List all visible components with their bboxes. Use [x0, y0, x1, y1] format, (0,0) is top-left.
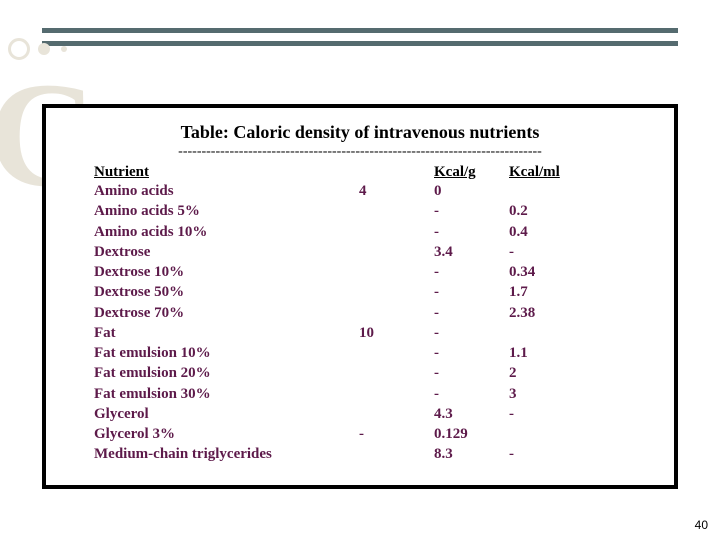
table-row: 1.7 — [509, 282, 579, 302]
table-row: - — [509, 444, 579, 464]
table-rows: Amino acids40Amino acids 5%-0.2Amino aci… — [94, 181, 644, 465]
table-row: - — [509, 242, 579, 262]
table-row — [359, 444, 434, 464]
table-row: 3 — [509, 384, 579, 404]
table-row — [359, 384, 434, 404]
table-row: - — [434, 323, 509, 343]
table-row — [509, 323, 579, 343]
table-row: Amino acids — [94, 181, 359, 201]
table-row: 3.4 — [434, 242, 509, 262]
table-row: Amino acids 5% — [94, 201, 359, 221]
table-row: Dextrose — [94, 242, 359, 262]
table-row: Dextrose 50% — [94, 282, 359, 302]
table-row: - — [359, 424, 434, 444]
table-row: 4 — [359, 181, 434, 201]
table-row: Fat — [94, 323, 359, 343]
table-row — [359, 242, 434, 262]
table-row: 1.1 — [509, 343, 579, 363]
table-row — [359, 201, 434, 221]
table-row — [359, 404, 434, 424]
table-row — [509, 181, 579, 201]
table-row: - — [434, 262, 509, 282]
table-title: Table: Caloric density of intravenous nu… — [76, 122, 644, 143]
table-row: 8.3 — [434, 444, 509, 464]
table-row: 2.38 — [509, 303, 579, 323]
table-row: - — [434, 303, 509, 323]
table-row: 10 — [359, 323, 434, 343]
header-mid — [359, 164, 434, 181]
table-row: - — [434, 282, 509, 302]
table-row — [359, 262, 434, 282]
table-row: Fat emulsion 20% — [94, 363, 359, 383]
content-box: Table: Caloric density of intravenous nu… — [42, 104, 678, 489]
table-row: Fat emulsion 30% — [94, 384, 359, 404]
table-row — [359, 363, 434, 383]
dotted-separator: ----------------------------------------… — [76, 144, 644, 160]
table-row: 4.3 — [434, 404, 509, 424]
table-row: Dextrose 10% — [94, 262, 359, 282]
table-row: Dextrose 70% — [94, 303, 359, 323]
rule-2 — [42, 41, 678, 46]
nutrient-table: Nutrient Kcal/g Kcal/ml — [94, 164, 644, 181]
table-row: - — [434, 363, 509, 383]
table-row: - — [434, 343, 509, 363]
header-kcal-ml: Kcal/ml — [509, 164, 579, 181]
table-row: 0.34 — [509, 262, 579, 282]
table-row: - — [434, 384, 509, 404]
table-row: Amino acids 10% — [94, 222, 359, 242]
rule-1 — [42, 28, 678, 33]
table-row — [359, 222, 434, 242]
table-row: Glycerol — [94, 404, 359, 424]
header-nutrient: Nutrient — [94, 164, 359, 181]
table-row — [359, 303, 434, 323]
table-row — [359, 343, 434, 363]
top-rules — [42, 28, 678, 54]
table-row: 0.2 — [509, 201, 579, 221]
table-row: 0.4 — [509, 222, 579, 242]
table-row — [359, 282, 434, 302]
table-row: - — [434, 201, 509, 221]
table-row: Fat emulsion 10% — [94, 343, 359, 363]
table-row: 2 — [509, 363, 579, 383]
table-row: 0.129 — [434, 424, 509, 444]
table-row — [509, 424, 579, 444]
table-row: - — [434, 222, 509, 242]
header-kcal-g: Kcal/g — [434, 164, 509, 181]
table-row: - — [509, 404, 579, 424]
page-number: 40 — [695, 518, 708, 532]
table-row: 0 — [434, 181, 509, 201]
table-row: Medium-chain triglycerides — [94, 444, 359, 464]
table-row: Glycerol 3% — [94, 424, 359, 444]
